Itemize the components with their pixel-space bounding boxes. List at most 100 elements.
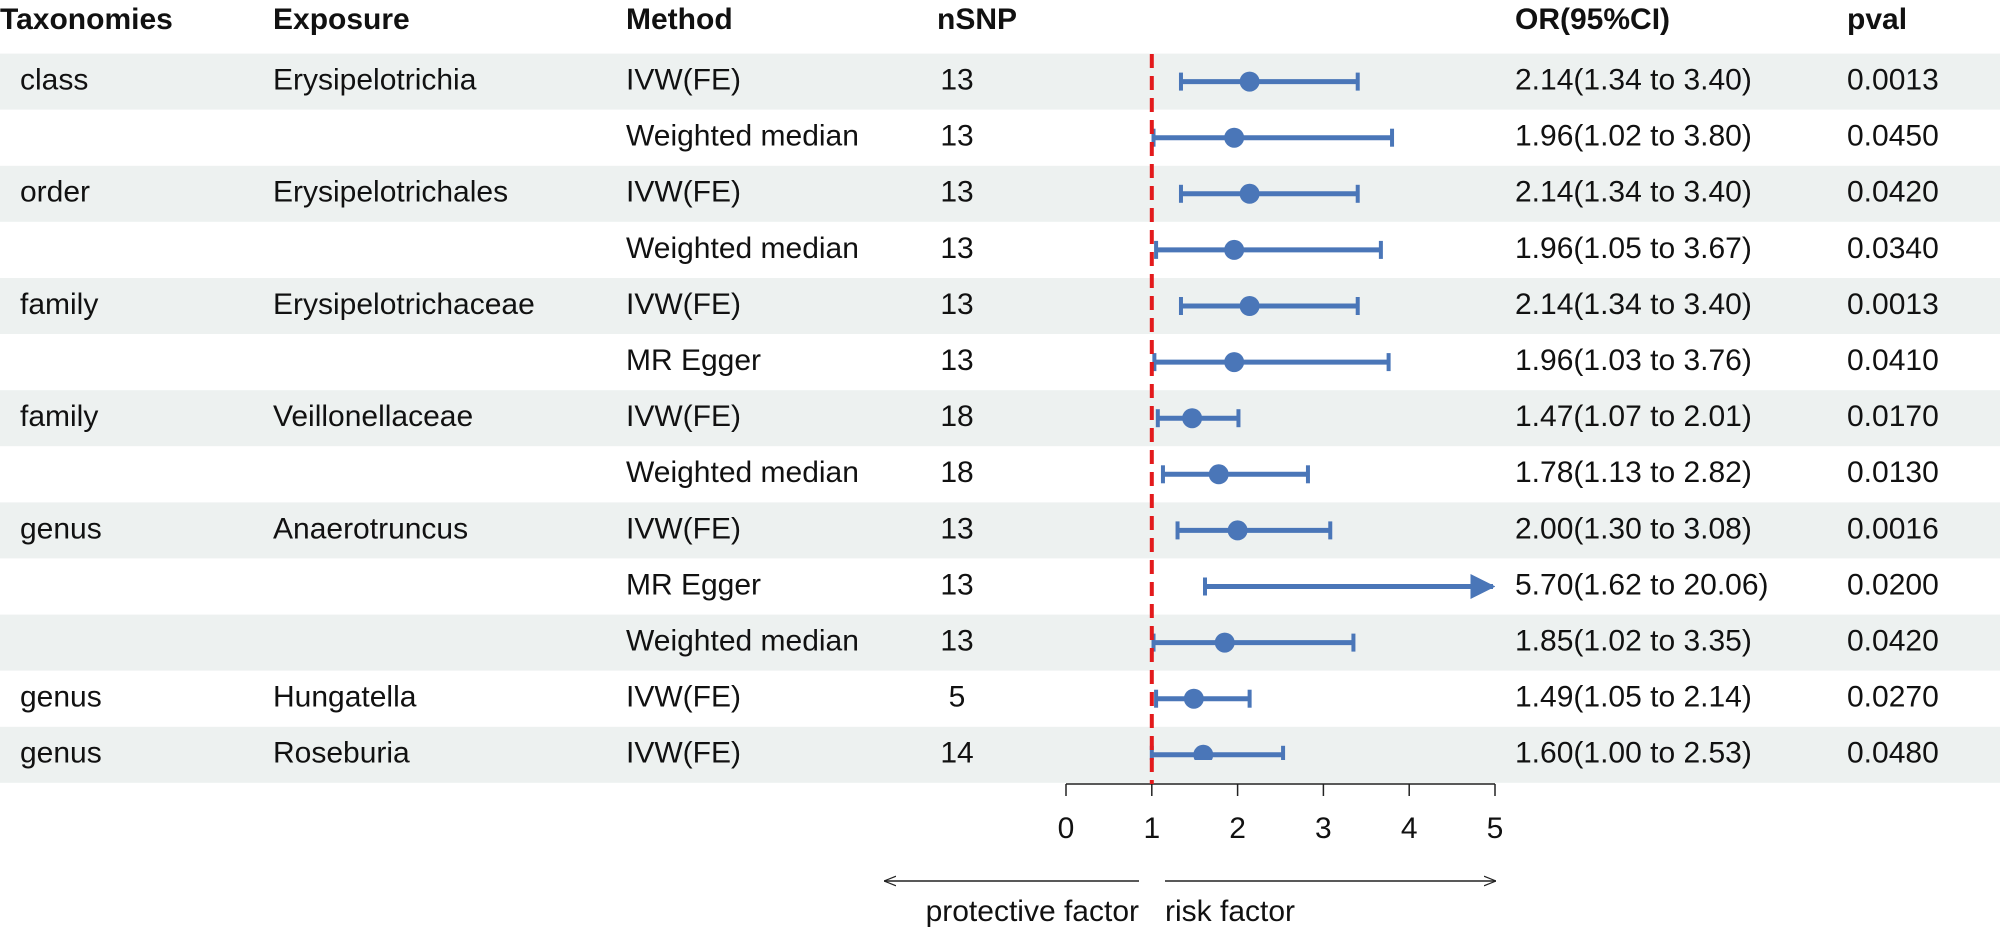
taxonomy: genus [20,737,102,770]
x-tick-label: 4 [1401,812,1418,845]
method: Weighted median [626,456,859,489]
method: IVW(FE) [626,681,741,714]
exposure: Hungatella [273,681,417,714]
header: Exposure [273,3,410,36]
method: Weighted median [626,625,859,658]
taxonomy: class [20,64,88,97]
taxonomy: order [20,176,90,209]
pval: 0.0340 [1847,232,1939,265]
point-estimate [1239,71,1260,92]
method: IVW(FE) [626,400,741,433]
or-label: 1.78(1.13 to 2.82) [1515,456,1752,489]
x-tick-label: 0 [1058,812,1075,845]
pval: 0.0270 [1847,681,1939,714]
method: IVW(FE) [626,288,741,321]
pval: 0.0410 [1847,344,1939,377]
pval: 0.0200 [1847,568,1939,601]
pval: 0.0420 [1847,625,1939,658]
nsnp: 13 [940,176,973,209]
taxonomy: genus [20,512,102,545]
row-bands [0,53,2000,783]
annotation: protective factor [926,895,1139,928]
exposure: Roseburia [273,737,410,770]
nsnp: 13 [940,625,973,658]
exposure: Erysipelotrichaceae [273,288,535,321]
pval: 0.0013 [1847,64,1939,97]
point-estimate [1239,296,1260,316]
row-band [0,165,2000,222]
point-estimate [1182,408,1203,429]
header: OR(95%CI) [1515,3,1670,36]
or-label: 1.96(1.03 to 3.76) [1515,344,1752,377]
row-band [0,726,2000,783]
pval: 0.0016 [1847,512,1939,545]
plot-area [1149,71,1495,760]
or-label: 1.85(1.02 to 3.35) [1515,625,1752,658]
point-estimate [1183,688,1204,709]
exposure: Erysipelotrichia [273,64,477,97]
row-band [0,502,2000,559]
x-tick-label: 3 [1315,812,1332,845]
nsnp: 13 [940,568,973,601]
method: Weighted median [626,232,859,265]
method: MR Egger [626,568,761,601]
nsnp: 18 [940,456,973,489]
point-estimate [1239,183,1260,204]
row-band [0,390,2000,447]
exposure: Erysipelotrichales [273,176,508,209]
row-band [0,614,2000,671]
nsnp: 13 [940,120,973,153]
annotation: risk factor [1165,895,1295,928]
nsnp: 13 [940,288,973,321]
or-label: 1.96(1.05 to 3.67) [1515,232,1752,265]
or-label: 2.14(1.34 to 3.40) [1515,288,1752,321]
header: Method [626,3,733,36]
nsnp: 13 [940,232,973,265]
header: Taxonomies [0,3,173,36]
nsnp: 18 [940,400,973,433]
nsnp: 14 [940,737,973,770]
x-tick-label: 5 [1487,812,1504,845]
or-label: 2.14(1.34 to 3.40) [1515,176,1752,209]
or-label: 1.96(1.02 to 3.80) [1515,120,1752,153]
point-estimate [1227,520,1248,541]
nsnp: 13 [940,344,973,377]
pval: 0.0480 [1847,737,1939,770]
point-estimate [1214,632,1235,653]
nsnp: 5 [949,681,966,714]
point-estimate [1208,464,1229,485]
or-label: 1.47(1.07 to 2.01) [1515,400,1752,433]
taxonomy: genus [20,681,102,714]
or-label: 1.49(1.05 to 2.14) [1515,681,1752,714]
x-tick-label: 1 [1143,812,1160,845]
method: IVW(FE) [626,176,741,209]
or-label: 1.60(1.00 to 2.53) [1515,737,1752,770]
or-label: 5.70(1.62 to 20.06) [1515,568,1769,601]
method: Weighted median [626,120,859,153]
nsnp: 13 [940,512,973,545]
pval: 0.0450 [1847,120,1939,153]
exposure: Veillonellaceae [273,400,473,433]
x-tick-label: 2 [1229,812,1246,845]
point-estimate [1224,352,1245,373]
nsnp: 13 [940,64,973,97]
or-label: 2.14(1.34 to 3.40) [1515,64,1752,97]
taxonomy: family [20,288,98,321]
point-estimate [1224,239,1245,260]
pval: 0.0130 [1847,456,1939,489]
header: nSNP [937,3,1017,36]
method: MR Egger [626,344,761,377]
pval: 0.0420 [1847,176,1939,209]
point-estimate [1224,127,1245,148]
row-band [0,278,2000,334]
point-estimate [1193,744,1214,760]
exposure: Anaerotruncus [273,512,468,545]
header: pval [1847,3,1907,36]
row-band [0,53,2000,110]
pval: 0.0170 [1847,400,1939,433]
method: IVW(FE) [626,737,741,770]
or-label: 2.00(1.30 to 3.08) [1515,512,1752,545]
taxonomy: family [20,400,98,433]
pval: 0.0013 [1847,288,1939,321]
